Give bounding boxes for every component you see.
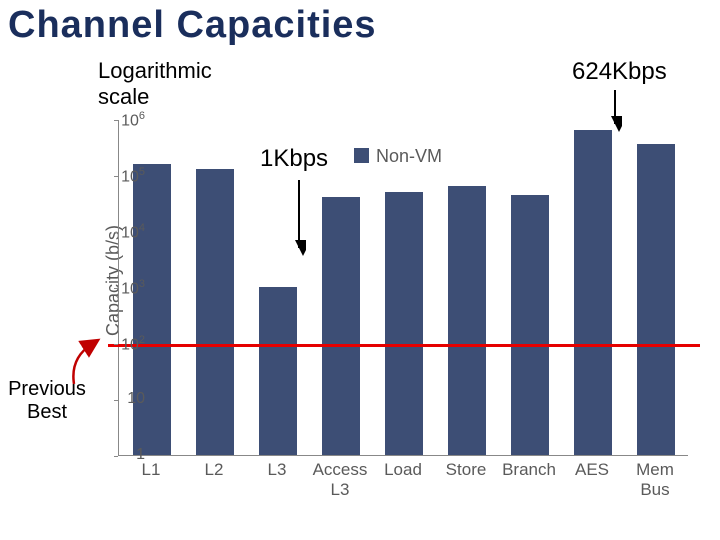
y-tick-mark xyxy=(114,232,118,233)
annotation-624kbps: 624Kbps xyxy=(572,58,667,86)
bar xyxy=(574,130,612,455)
y-tick-label: 105 xyxy=(105,166,145,186)
x-tick-label: Branch xyxy=(497,460,561,480)
y-tick-mark xyxy=(114,288,118,289)
x-tick-label: Store xyxy=(434,460,498,480)
y-tick-mark xyxy=(114,120,118,121)
bar xyxy=(637,144,675,455)
y-tick-mark xyxy=(114,456,118,457)
y-tick-mark xyxy=(114,176,118,177)
y-tick-mark xyxy=(114,400,118,401)
annotation-previous-best: Previous Best xyxy=(2,378,92,424)
legend-label: Non-VM xyxy=(376,146,442,167)
chart-plot-area xyxy=(118,120,688,456)
y-tick-label: 106 xyxy=(105,110,145,130)
y-tick-label: 102 xyxy=(105,334,145,354)
bar xyxy=(448,186,486,455)
bar xyxy=(511,195,549,455)
x-tick-label: L2 xyxy=(182,460,246,480)
bar xyxy=(133,164,171,455)
legend-swatch xyxy=(354,148,369,163)
x-tick-label: AES xyxy=(560,460,624,480)
bar xyxy=(196,169,234,455)
bar xyxy=(322,197,360,455)
x-tick-label: Load xyxy=(371,460,435,480)
x-tick-label: Access L3 xyxy=(308,460,372,499)
x-tick-label: L3 xyxy=(245,460,309,480)
annotation-log-scale: Logarithmic scale xyxy=(98,58,212,110)
y-tick-mark xyxy=(114,344,118,345)
threshold-line xyxy=(108,344,700,347)
y-tick-label: 104 xyxy=(105,222,145,242)
bar xyxy=(259,287,297,455)
bar xyxy=(385,192,423,455)
page-title: Channel Capacities xyxy=(8,4,377,47)
y-tick-label: 10 xyxy=(105,390,145,408)
x-tick-label: L1 xyxy=(119,460,183,480)
x-tick-label: Mem Bus xyxy=(623,460,687,499)
y-tick-label: 103 xyxy=(105,278,145,298)
